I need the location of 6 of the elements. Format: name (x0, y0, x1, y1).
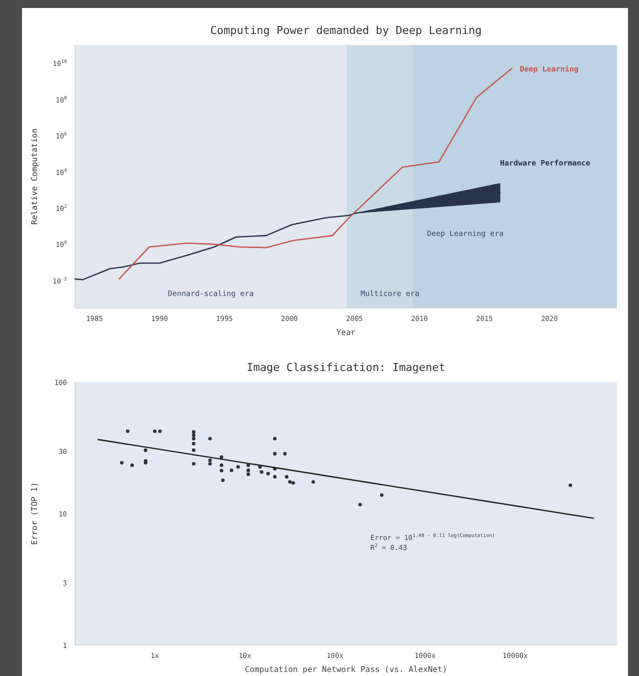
x-axis-title: Year (336, 328, 356, 337)
x-axis-title: Computation per Network Pass (vs. AlexNet) (244, 665, 448, 674)
y-axis-title: Relative Computation (30, 128, 39, 225)
chart-title: Image Classification: Imagenet (246, 361, 446, 374)
chart-title: Computing Power demanded by Deep Learning (210, 24, 482, 37)
y-axis-title: Error (TOP 1) (30, 482, 39, 545)
